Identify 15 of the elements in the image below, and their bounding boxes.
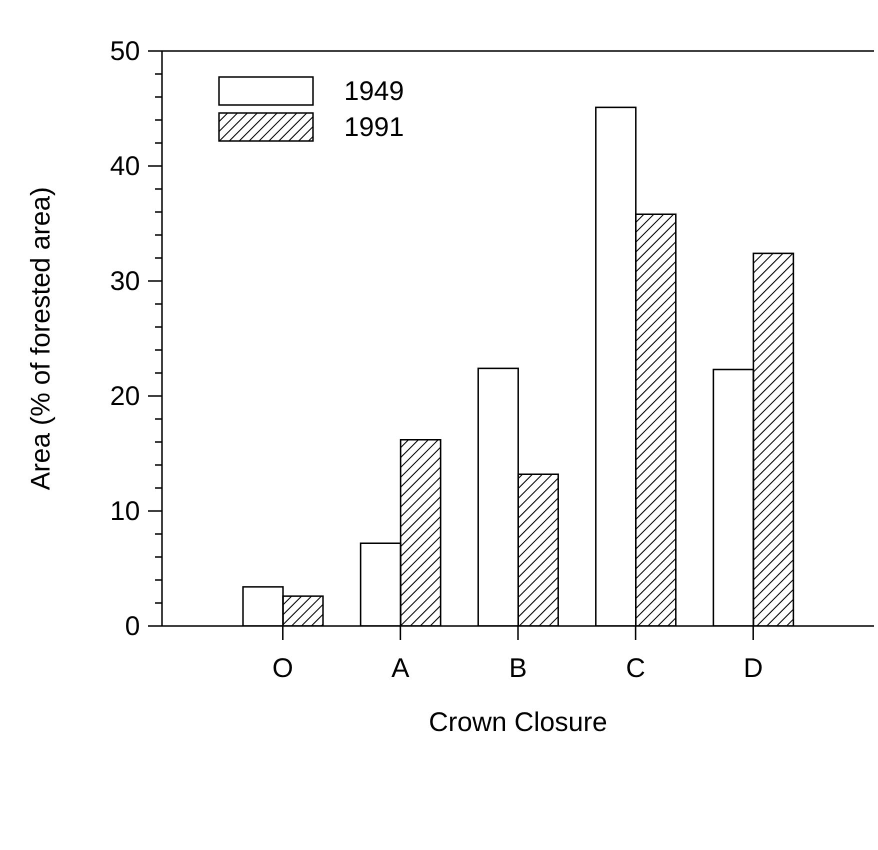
- x-tick-label: C: [626, 653, 646, 684]
- y-tick-label: 50: [110, 36, 140, 66]
- x-axis-title: Crown Closure: [428, 707, 608, 737]
- x-tick-label: D: [743, 653, 763, 684]
- y-tick-label: 40: [110, 151, 140, 181]
- legend-label: 1949: [344, 76, 404, 106]
- y-tick-label: 20: [110, 381, 140, 411]
- x-tick-label: A: [391, 653, 410, 684]
- legend-label: 1991: [344, 112, 404, 142]
- y-tick-label: 30: [110, 266, 140, 296]
- x-tick-label: B: [508, 653, 528, 684]
- x-tick-label: O: [272, 653, 294, 684]
- y-axis-title: Area (% of forested area): [26, 186, 56, 490]
- y-tick-label: 0: [124, 611, 140, 641]
- y-tick-label: 10: [110, 496, 140, 526]
